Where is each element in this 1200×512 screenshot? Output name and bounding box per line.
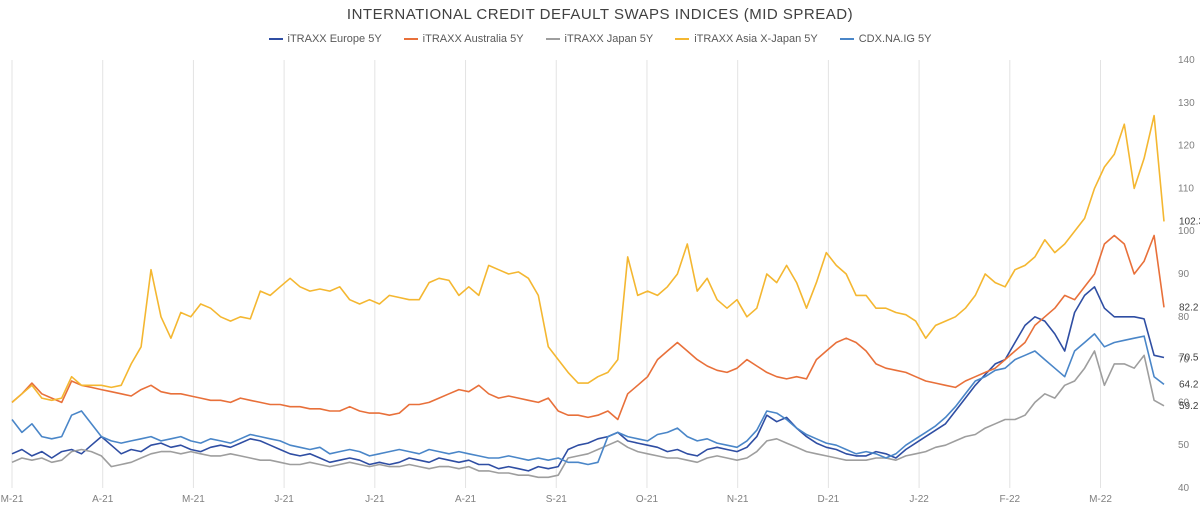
y-tick-label: 40 (1178, 483, 1190, 494)
y-tick-label: 60 (1178, 397, 1190, 408)
legend-label: iTRAXX Asia X-Japan 5Y (694, 33, 818, 45)
series-line (11, 350, 1165, 479)
y-tick-label: 100 (1178, 226, 1195, 237)
legend-item: iTRAXX Europe 5Y (268, 33, 382, 45)
series-line (11, 285, 1165, 472)
legend-label: iTRAXX Australia 5Y (422, 33, 524, 45)
legend-swatch (545, 38, 560, 40)
x-tick-label: N-21 (727, 494, 749, 505)
legend-swatch (839, 38, 854, 40)
y-tick-label: 80 (1178, 312, 1190, 323)
legend-label: iTRAXX Europe 5Y (287, 33, 382, 45)
x-tick-label: A-21 (92, 494, 114, 505)
series-end-label: 64.2 (1179, 379, 1199, 390)
legend-item: iTRAXX Asia X-Japan 5Y (675, 33, 818, 45)
legend-label: CDX.NA.IG 5Y (858, 33, 932, 45)
x-tick-label: M-21 (182, 494, 205, 505)
x-tick-label: J-21 (365, 494, 385, 505)
y-tick-label: 140 (1178, 55, 1195, 66)
x-tick-label: D-21 (818, 494, 840, 505)
x-tick-label: S-21 (546, 494, 568, 505)
y-tick-label: 110 (1178, 183, 1194, 194)
series-end-label: 70.5 (1179, 352, 1199, 363)
legend: iTRAXX Europe 5Y iTRAXX Australia 5Y iTRAX… (0, 33, 1200, 45)
y-tick-label: 70 (1178, 355, 1190, 366)
series-line (11, 114, 1165, 404)
legend-label: iTRAXX Japan 5Y (564, 33, 654, 45)
y-tick-label: 120 (1178, 141, 1195, 152)
x-tick-label: O-21 (636, 494, 659, 505)
x-tick-label: M-21 (1, 494, 24, 505)
legend-item: iTRAXX Japan 5Y (545, 33, 654, 45)
y-tick-label: 50 (1178, 440, 1190, 451)
legend-swatch (403, 38, 418, 40)
legend-swatch (268, 38, 283, 40)
x-tick-label: A-21 (455, 494, 477, 505)
x-tick-label: M-22 (1089, 494, 1112, 505)
series-line (11, 234, 1165, 421)
series-end-label: 102.3 (1179, 216, 1200, 227)
x-tick-label: J-21 (274, 494, 294, 505)
chart-title: INTERNATIONAL CREDIT DEFAULT SWAPS INDIC… (346, 6, 854, 23)
series-end-label: 59.2 (1179, 401, 1199, 412)
series-line (11, 333, 1165, 466)
legend-swatch (675, 38, 690, 40)
x-tick-label: J-22 (909, 494, 929, 505)
legend-item: iTRAXX Australia 5Y (403, 33, 524, 45)
y-tick-label: 90 (1178, 269, 1190, 280)
legend-item: CDX.NA.IG 5Y (839, 33, 932, 45)
x-tick-label: F-22 (1000, 494, 1021, 505)
series-end-label: 82.2 (1179, 302, 1199, 313)
y-tick-label: 130 (1178, 98, 1195, 109)
